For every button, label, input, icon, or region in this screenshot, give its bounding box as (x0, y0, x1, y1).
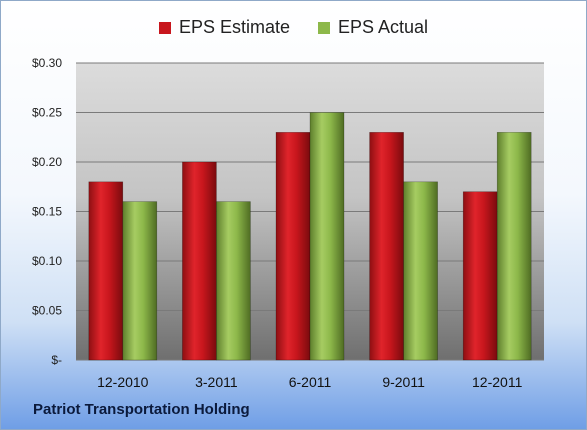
x-tick-label: 12-2010 (97, 374, 149, 390)
legend-label-actual: EPS Actual (337, 17, 429, 37)
y-tick-label: $0.05 (32, 304, 62, 318)
bar-eps-estimate (275, 132, 311, 361)
legend-swatch-actual (317, 21, 330, 34)
x-tick-label: 9-2011 (382, 374, 425, 390)
legend-item-actual: EPS Actual (317, 17, 429, 38)
y-tick-label: $0.20 (32, 155, 62, 169)
bar-eps-actual (309, 112, 345, 361)
y-tick-label: $0.10 (32, 254, 62, 268)
bar-eps-actual (403, 181, 438, 361)
y-tick-label: $- (51, 353, 62, 367)
company-name: Patriot Transportation Holding (33, 401, 250, 418)
bar-eps-estimate (369, 132, 404, 361)
bar-eps-estimate (182, 161, 217, 361)
chart-legend: EPS Estimate EPS Actual (1, 17, 586, 38)
bar-eps-estimate (88, 181, 124, 361)
bar-eps-actual (122, 201, 158, 361)
x-tick-label: 6-2011 (289, 374, 332, 390)
y-tick-label: $0.30 (32, 56, 62, 70)
y-tick-label: $0.15 (32, 205, 62, 219)
x-tick-label: 12-2011 (472, 374, 523, 390)
bar-eps-actual (496, 132, 532, 361)
x-tick-label: 3-2011 (195, 374, 238, 390)
legend-label-estimate: EPS Estimate (178, 17, 290, 37)
bar-eps-estimate (462, 191, 498, 361)
legend-swatch-estimate (158, 21, 171, 34)
bar-eps-actual (216, 201, 251, 361)
y-tick-label: $0.25 (32, 106, 62, 120)
legend-item-estimate: EPS Estimate (158, 17, 290, 38)
